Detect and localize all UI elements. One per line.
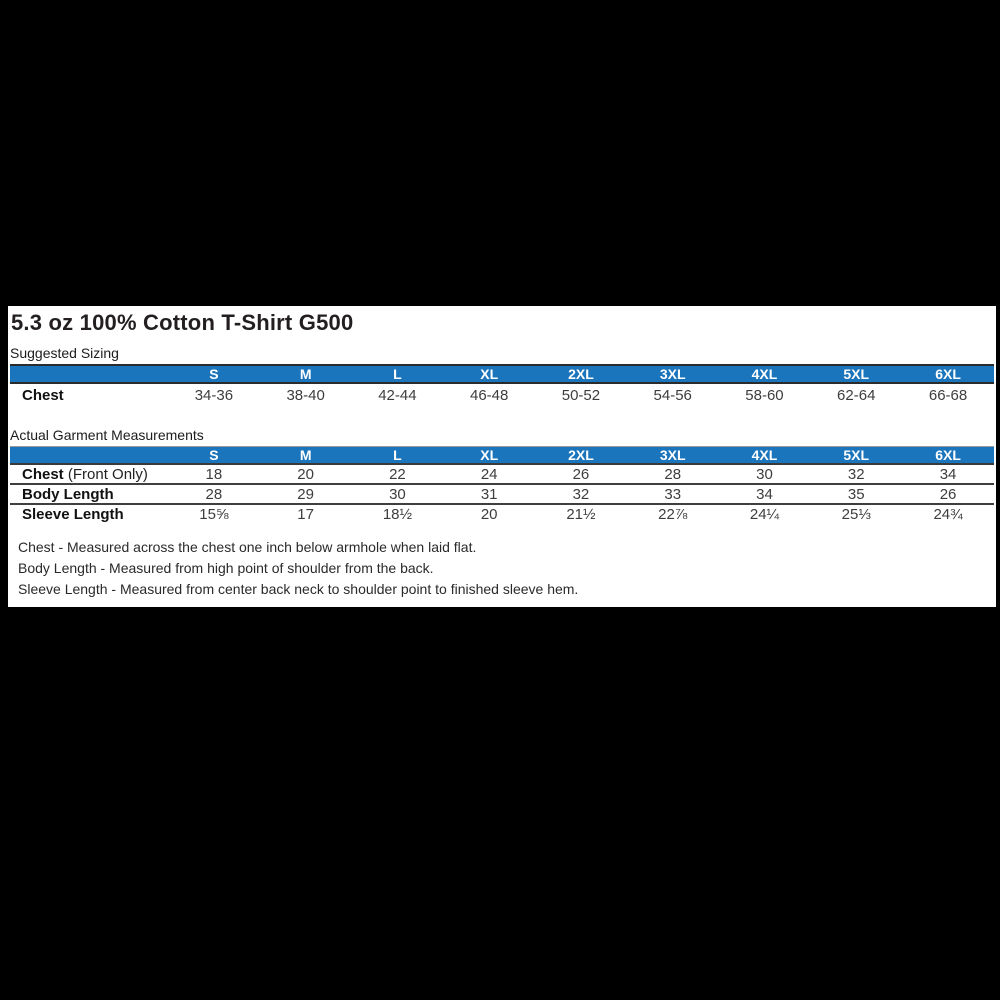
size-col-header: 2XL (535, 446, 627, 464)
note-body-length: Body Length - Measured from high point o… (18, 560, 434, 576)
value-cell: 32 (572, 485, 590, 503)
size-header-row: S M L XL 2XL 3XL 4XL 5XL 6XL (10, 446, 994, 464)
value-cell: 32 (847, 465, 865, 483)
value-cell: 25⅓ (841, 506, 871, 523)
size-col-header: L (351, 446, 444, 464)
size-col-header: 4XL (718, 446, 811, 464)
value-cell: 34 (756, 485, 773, 503)
size-col-header: L (351, 365, 444, 383)
size-col-header: 2XL (535, 365, 627, 383)
size-col-header: 6XL (902, 365, 994, 383)
value-cell: 30 (756, 465, 773, 483)
value-cell: 62-64 (837, 387, 876, 404)
size-col-header: 5XL (810, 365, 903, 383)
value-cell: 22⅞ (658, 506, 688, 523)
size-col-header: 6XL (902, 446, 994, 464)
size-col-header: XL (443, 365, 536, 383)
value-cell: 42-44 (378, 387, 417, 404)
table-row-chest-front-only: Chest (Front Only) 18 20 22 24 26 28 30 … (10, 464, 994, 484)
value-cell: 66-68 (928, 387, 968, 404)
value-cell: 20 (480, 506, 498, 523)
row-label-text: Chest (22, 387, 64, 404)
value-cell: 50-52 (561, 387, 601, 404)
value-cell: 29 (297, 485, 314, 503)
value-cell: 18 (205, 465, 223, 483)
value-cell: 31 (480, 485, 498, 503)
size-chart-panel: 5.3 oz 100% Cotton T-Shirt G500 Suggeste… (8, 306, 996, 607)
size-col-header: M (259, 446, 352, 464)
row-label-text: Chest (22, 465, 64, 483)
size-col-header: M (259, 365, 352, 383)
size-col-header: 3XL (626, 365, 719, 383)
table-row-body-length: Body Length 28 29 30 31 32 33 34 35 26 (10, 484, 994, 504)
value-cell: 28 (205, 485, 223, 503)
row-label-suffix: (Front Only) (67, 465, 148, 483)
value-cell: 15⅝ (199, 506, 229, 523)
value-cell: 33 (664, 485, 682, 503)
value-cell: 18½ (382, 506, 413, 523)
value-cell: 26 (572, 465, 590, 483)
value-cell: 35 (847, 485, 865, 503)
value-cell: 24¼ (749, 506, 780, 523)
note-chest: Chest - Measured across the chest one in… (18, 539, 477, 555)
value-cell: 28 (664, 465, 682, 483)
value-cell: 34 (939, 465, 957, 483)
garment-measurements-table: S M L XL 2XL 3XL 4XL 5XL 6XL Chest (Fron… (10, 446, 994, 524)
size-col-header: 4XL (718, 365, 811, 383)
size-header-spacer (10, 446, 168, 464)
suggested-sizing-heading: Suggested Sizing (10, 345, 119, 361)
row-label-sleeve-length: Sleeve Length (10, 504, 168, 524)
page-title: 5.3 oz 100% Cotton T-Shirt G500 (11, 310, 354, 335)
value-cell: 34-36 (194, 387, 234, 404)
note-sleeve-length: Sleeve Length - Measured from center bac… (18, 581, 579, 597)
size-header-row: S M L XL 2XL 3XL 4XL 5XL 6XL (10, 365, 994, 383)
value-cell: 30 (389, 485, 406, 503)
value-cell: 24¾ (933, 506, 963, 523)
value-cell: 22 (389, 465, 406, 483)
table-row-chest: Chest 34-36 38-40 42-44 46-48 50-52 54-5… (10, 383, 994, 407)
value-cell: 54-56 (653, 387, 692, 404)
suggested-sizing-table: S M L XL 2XL 3XL 4XL 5XL 6XL Chest 34-36… (10, 364, 994, 407)
size-col-header: XL (443, 446, 536, 464)
value-cell: 38-40 (286, 387, 325, 404)
value-cell: 26 (939, 485, 957, 503)
size-col-header: 5XL (810, 446, 903, 464)
value-cell: 17 (297, 506, 314, 523)
garment-measurements-heading: Actual Garment Measurements (10, 427, 204, 443)
value-cell: 21½ (566, 506, 596, 523)
table-row-sleeve-length: Sleeve Length 15⅝ 17 18½ 20 21½ 22⅞ 24¼ … (10, 504, 994, 524)
value-cell: 24 (480, 465, 498, 483)
value-cell: 46-48 (469, 387, 509, 404)
row-label-chest-front-only: Chest (Front Only) (10, 464, 168, 484)
row-label-text: Sleeve Length (22, 506, 124, 523)
size-header-spacer (10, 365, 168, 383)
row-label-chest: Chest (10, 383, 168, 407)
row-label-text: Body Length (22, 485, 114, 503)
measurement-notes: Chest - Measured across the chest one in… (18, 537, 996, 600)
size-col-header: S (168, 365, 260, 383)
size-col-header: S (168, 446, 260, 464)
value-cell: 58-60 (745, 387, 784, 404)
row-label-body-length: Body Length (10, 484, 168, 504)
value-cell: 20 (297, 465, 314, 483)
size-col-header: 3XL (626, 446, 719, 464)
